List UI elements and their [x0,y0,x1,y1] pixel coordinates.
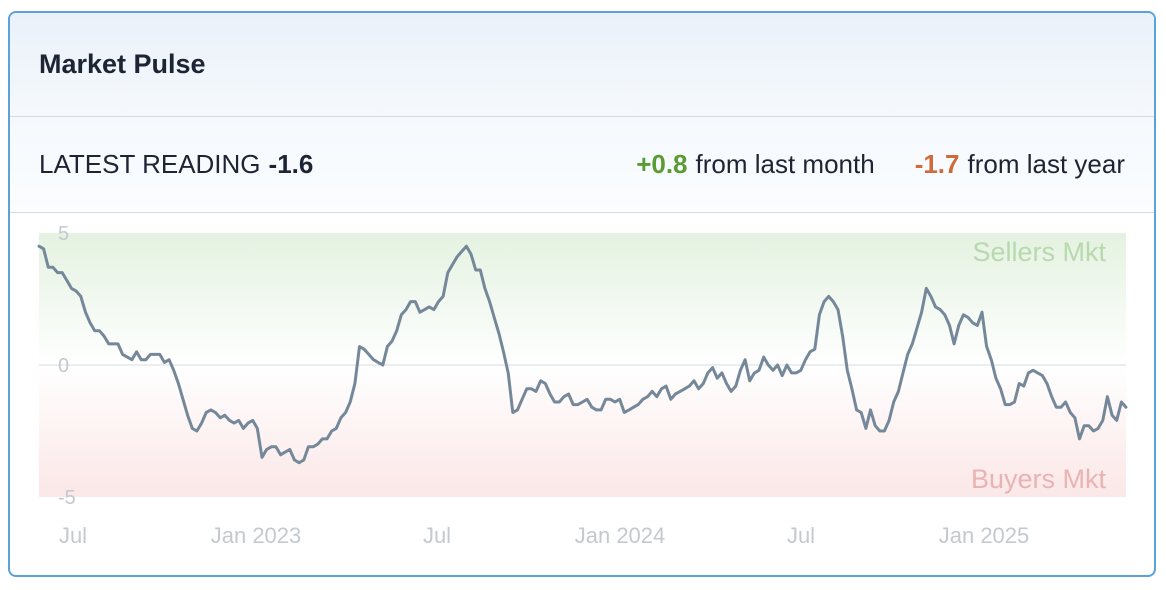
x-tick-label: Jan 2023 [211,523,302,548]
x-tick-label: Jan 2024 [575,523,666,548]
x-tick-label: Jul [787,523,815,548]
buyers-zone-label: Buyers Mkt [971,464,1107,494]
year-change: -1.7 from last year [915,149,1125,180]
chart-area: 5 0 -5 Sellers Mkt Buyers Mkt Jul Jan 20… [10,213,1154,575]
stats-bar: LATEST READING -1.6 +0.8 from last month… [10,117,1154,213]
buyers-zone [39,365,1126,497]
market-pulse-chart: 5 0 -5 Sellers Mkt Buyers Mkt Jul Jan 20… [37,223,1128,548]
y-tick-label: 5 [58,223,69,245]
card-header: Market Pulse [10,13,1154,117]
month-change-text: from last month [695,149,875,179]
x-tick-label: Jul [423,523,451,548]
month-change: +0.8 from last month [636,149,875,180]
year-change-text: from last year [967,149,1126,179]
sellers-zone-label: Sellers Mkt [972,237,1106,267]
sellers-zone [39,233,1126,365]
month-change-value: +0.8 [636,149,688,179]
x-axis-ticks: Jul Jan 2023 Jul Jan 2024 Jul Jan 2025 [59,523,1029,548]
x-tick-label: Jul [59,523,87,548]
market-pulse-card: Market Pulse LATEST READING -1.6 +0.8 fr… [8,11,1156,577]
latest-reading-label: LATEST READING [39,149,261,179]
y-tick-label: -5 [58,487,76,509]
x-tick-label: Jan 2025 [939,523,1030,548]
y-tick-label: 0 [58,355,69,377]
year-change-value: -1.7 [914,149,960,179]
latest-reading-value: -1.6 [268,149,314,179]
series-line [37,244,1128,465]
card-title: Market Pulse [39,49,206,79]
